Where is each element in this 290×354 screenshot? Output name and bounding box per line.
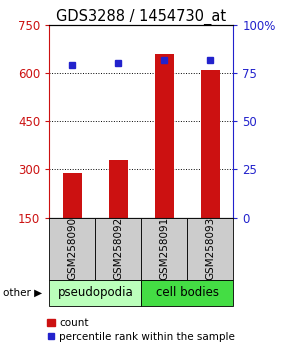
Bar (142, 280, 233, 306)
Text: GSM258093: GSM258093 (205, 217, 215, 280)
Bar (49, 218, 95, 280)
Bar (187, 218, 233, 280)
Bar (49, 280, 142, 306)
Bar (63, 173, 81, 218)
Bar (142, 218, 187, 280)
Text: GSM258090: GSM258090 (67, 217, 77, 280)
Bar (201, 70, 220, 218)
Bar (95, 218, 142, 280)
Text: other ▶: other ▶ (3, 288, 42, 298)
Title: GDS3288 / 1454730_at: GDS3288 / 1454730_at (56, 8, 226, 25)
Text: GSM258092: GSM258092 (113, 217, 123, 280)
Text: cell bodies: cell bodies (156, 286, 219, 299)
Legend: count, percentile rank within the sample: count, percentile rank within the sample (47, 319, 235, 342)
Text: pseudopodia: pseudopodia (57, 286, 133, 299)
Text: GSM258091: GSM258091 (160, 217, 169, 280)
Bar (155, 54, 174, 218)
Bar (109, 160, 128, 218)
